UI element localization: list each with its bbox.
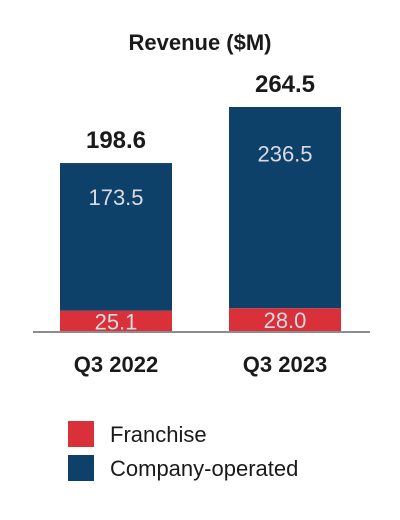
legend-label-company-operated: Company-operated (110, 456, 298, 481)
data-label-franchise-q3-2023: 28.0 (264, 308, 307, 333)
data-label-franchise-q3-2022: 25.1 (95, 309, 138, 334)
category-labels: Q3 2022 Q3 2023 (74, 352, 327, 377)
chart-title: Revenue ($M) (128, 30, 271, 55)
legend-label-franchise: Franchise (110, 422, 207, 447)
legend: Franchise Company-operated (68, 421, 298, 481)
bar-franchise-q3-2023 (229, 308, 341, 332)
category-label-q3-2022: Q3 2022 (74, 352, 158, 377)
category-label-q3-2023: Q3 2023 (243, 352, 327, 377)
legend-swatch-franchise (68, 421, 94, 447)
data-label-company-operated-q3-2022: 173.5 (88, 185, 143, 210)
data-label-company-operated-q3-2023: 236.5 (257, 141, 312, 166)
total-label-q3-2023: 264.5 (255, 71, 315, 98)
total-label-q3-2022: 198.6 (86, 127, 146, 154)
bar-company-operated-q3-2023 (229, 107, 341, 309)
bars-layer: 25.1 173.5 198.6 28.0 236.5 264.5 (60, 71, 341, 334)
bar-company-operated-q3-2022 (60, 163, 172, 311)
legend-swatch-company-operated (68, 455, 94, 481)
bar-franchise-q3-2022 (60, 310, 172, 332)
